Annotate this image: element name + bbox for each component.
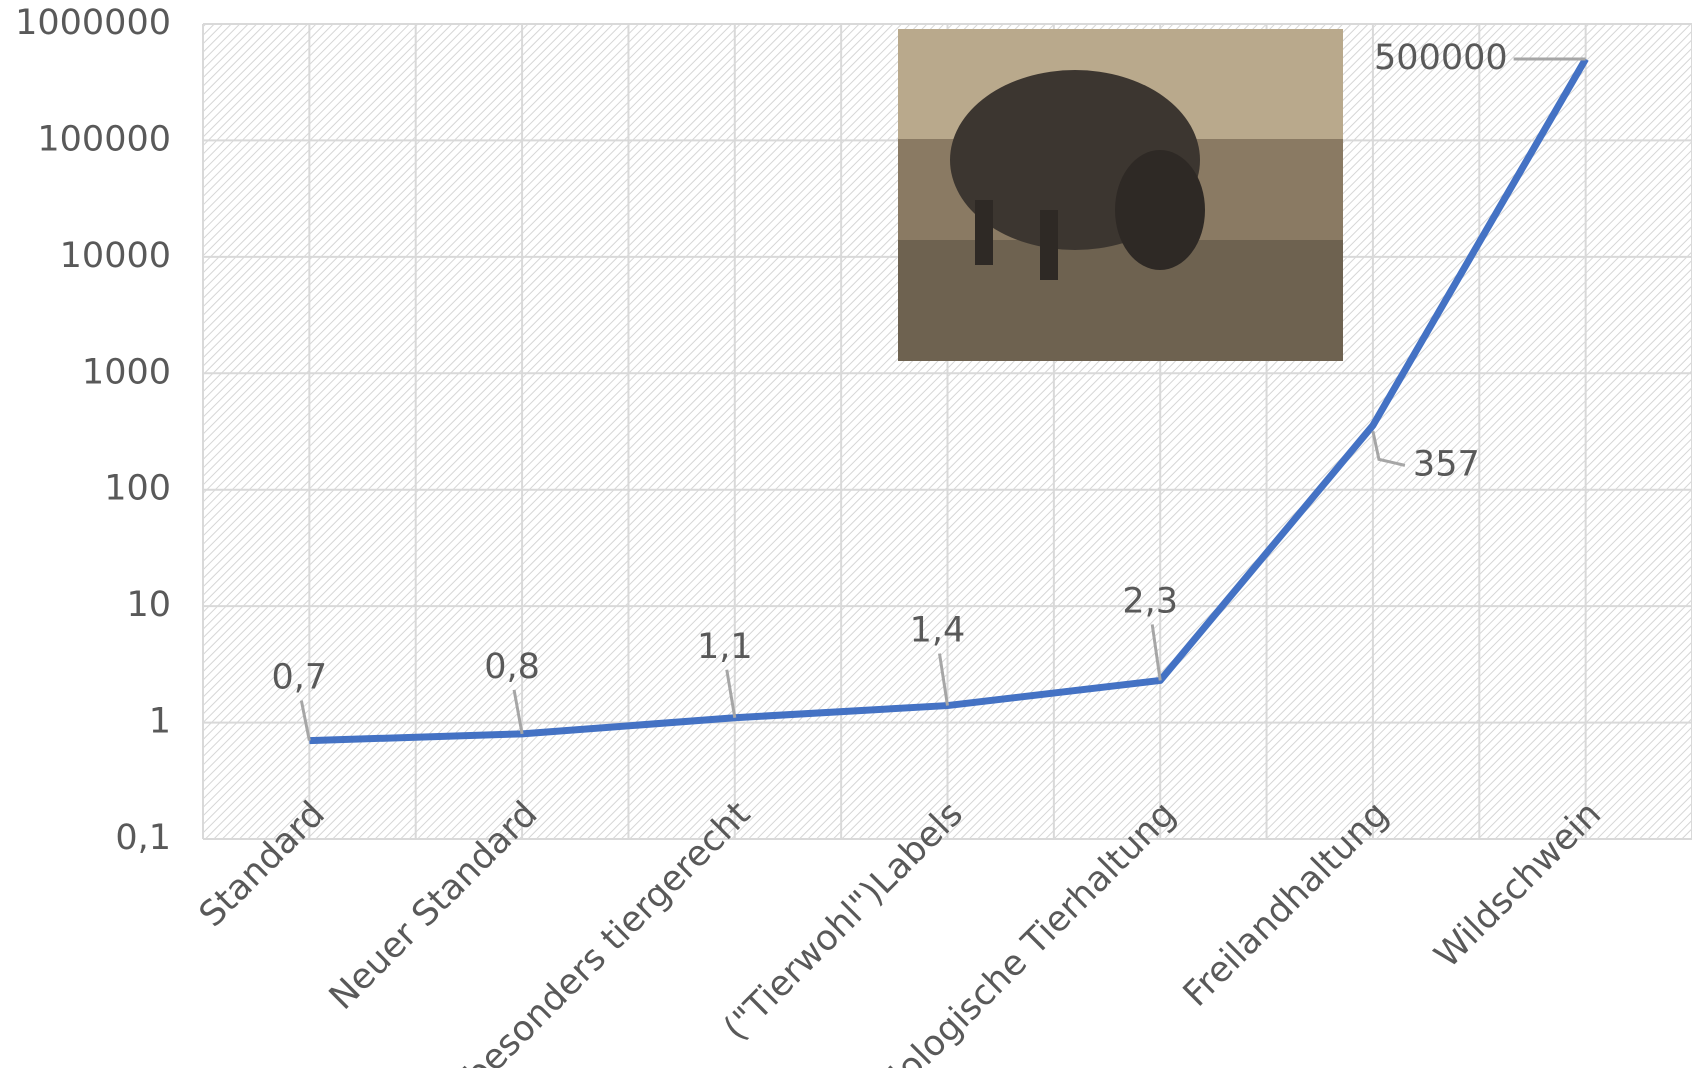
leader-line (299, 700, 311, 741)
data-label: 500000 (1374, 38, 1508, 78)
data-label: 0,7 (272, 658, 328, 698)
y-tick-label: 10 (126, 585, 171, 625)
data-label: 1,4 (910, 611, 966, 651)
leader-line (725, 669, 737, 718)
y-tick-label: 1000 (82, 352, 171, 392)
y-tick-label: 10000 (60, 236, 171, 276)
photo-boar-head (1115, 150, 1205, 270)
y-tick-label: 1 (149, 702, 171, 742)
line-series (309, 57, 1589, 745)
photo-ground (898, 240, 1343, 361)
leader-line (1371, 431, 1406, 467)
leader-line (1150, 624, 1162, 681)
photo-boar-leg (975, 200, 993, 265)
y-tick-label: 0,1 (115, 818, 171, 858)
data-label: 0,8 (484, 647, 540, 687)
data-label: 1,1 (697, 627, 753, 667)
leader-line (512, 689, 524, 735)
data-label: 2,3 (1122, 581, 1178, 621)
y-tick-label: 1000000 (15, 3, 171, 43)
photo-boar-leg (1040, 210, 1058, 280)
data-label: 357 (1413, 444, 1480, 484)
y-tick-label: 100000 (37, 119, 171, 159)
photo (898, 29, 1343, 361)
leader-line (938, 653, 949, 706)
y-tick-label: 100 (104, 469, 171, 509)
